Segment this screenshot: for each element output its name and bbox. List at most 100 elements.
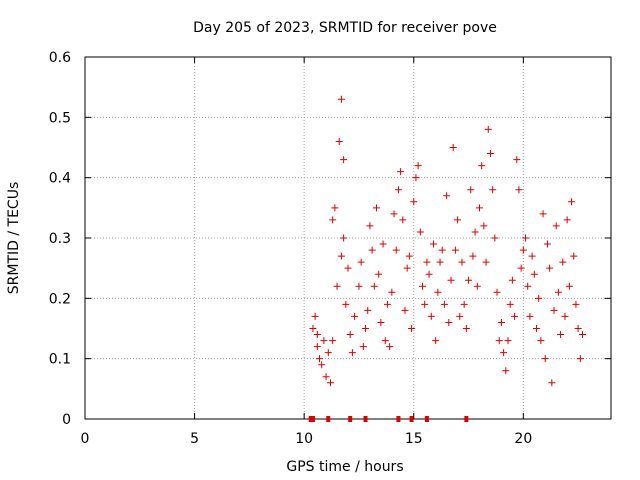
bottom-marker — [363, 416, 368, 422]
data-point — [326, 379, 334, 387]
data-point — [377, 318, 385, 326]
data-point — [489, 186, 497, 194]
data-point — [331, 204, 339, 212]
data-point — [480, 222, 488, 230]
data-point — [565, 282, 573, 290]
data-point — [548, 379, 556, 387]
data-point — [497, 318, 505, 326]
data-point — [329, 216, 337, 224]
data-point — [537, 337, 545, 345]
data-point — [493, 288, 501, 296]
data-point — [388, 288, 396, 296]
data-point — [445, 318, 453, 326]
data-point — [465, 276, 473, 284]
data-point — [362, 325, 370, 332]
data-point — [381, 337, 389, 345]
data-point — [379, 240, 387, 248]
data-point — [456, 312, 464, 320]
data-point — [454, 216, 462, 224]
data-point — [434, 288, 442, 296]
data-point — [530, 270, 538, 278]
data-point — [340, 234, 348, 242]
x-tick-label: 15 — [405, 431, 423, 447]
data-point — [375, 270, 383, 278]
data-point — [412, 174, 420, 182]
data-point — [543, 240, 551, 248]
data-point — [574, 325, 582, 332]
data-point — [546, 264, 554, 272]
data-point — [519, 246, 527, 254]
data-point — [482, 258, 490, 266]
data-point — [386, 343, 394, 351]
data-point — [443, 192, 451, 200]
data-point — [576, 355, 584, 363]
data-point — [309, 325, 317, 332]
data-point — [357, 258, 365, 266]
y-tick-label: 0.2 — [49, 291, 71, 307]
data-point — [410, 198, 418, 206]
data-point — [351, 312, 359, 320]
data-point — [348, 349, 356, 357]
bottom-marker — [310, 416, 315, 422]
data-point — [390, 210, 398, 218]
data-point — [572, 300, 580, 308]
data-point — [500, 349, 508, 357]
data-point — [579, 331, 587, 339]
data-point — [419, 282, 427, 290]
data-point — [517, 264, 525, 272]
data-point — [368, 246, 376, 254]
grid-lines — [85, 57, 611, 419]
data-point — [504, 337, 512, 345]
data-point — [423, 258, 431, 266]
data-point — [561, 312, 569, 320]
data-point — [313, 343, 321, 351]
data-point — [513, 156, 521, 164]
y-tick-label: 0.4 — [49, 171, 71, 187]
x-tick-label: 5 — [190, 431, 199, 447]
data-point — [502, 367, 510, 375]
data-point — [322, 373, 330, 381]
data-point — [316, 355, 324, 363]
y-tick-label: 0.1 — [49, 352, 71, 368]
data-point — [394, 186, 402, 194]
data-point — [515, 186, 523, 194]
data-point — [559, 258, 567, 266]
data-point — [458, 258, 466, 266]
data-point — [311, 312, 319, 320]
y-tick-label: 0.6 — [49, 50, 71, 66]
data-point — [524, 282, 532, 290]
data-point — [462, 325, 470, 332]
data-point — [408, 325, 416, 332]
bottom-marker — [308, 416, 313, 422]
data-point — [372, 204, 380, 212]
data-points — [309, 95, 587, 387]
x-tick-label: 10 — [295, 431, 313, 447]
x-axis-label: GPS time / hours — [286, 459, 403, 475]
data-point — [451, 246, 459, 254]
data-point — [449, 144, 457, 151]
data-point — [337, 95, 345, 103]
data-point — [421, 300, 429, 308]
y-tick-label: 0 — [62, 412, 71, 428]
y-tick-label: 0.3 — [49, 231, 71, 247]
data-point — [554, 288, 562, 296]
data-point — [429, 240, 437, 248]
data-point — [337, 252, 345, 260]
x-tick-label: 20 — [514, 431, 532, 447]
data-point — [392, 246, 400, 254]
data-point — [329, 337, 337, 345]
data-point — [506, 300, 514, 308]
data-point — [508, 276, 516, 284]
data-point — [473, 282, 481, 290]
bottom-markers — [308, 416, 469, 422]
data-point — [399, 216, 407, 224]
bottom-marker — [348, 416, 353, 422]
data-point — [403, 264, 411, 272]
bottom-marker — [396, 416, 401, 422]
axes: 0 0.1 0.2 0.3 0.4 0.5 0.6 0 5 10 15 20 — [49, 50, 612, 447]
data-point — [568, 198, 576, 206]
data-point — [355, 282, 363, 290]
data-point — [397, 168, 405, 176]
data-point — [427, 312, 435, 320]
